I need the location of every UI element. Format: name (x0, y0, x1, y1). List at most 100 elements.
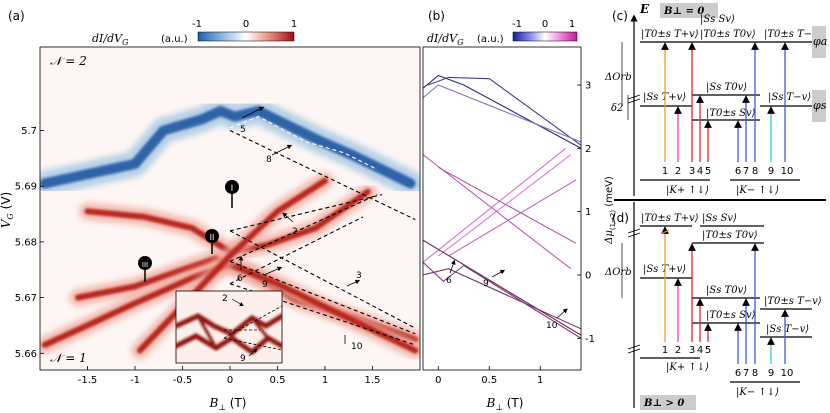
c-state-T0T0: |T0±s T0v⟩ (700, 29, 756, 40)
panel-a-annotations: 5 8 2 9 6 3 10 (237, 106, 363, 352)
annot-6: 6 (237, 274, 243, 284)
d-state-T0T+: |T0±s T+v⟩ (641, 213, 699, 224)
dashed-fit-1 (229, 130, 416, 221)
c-state-ST0: |Ss T0v⟩ (706, 82, 747, 93)
dashed-fit-0 (229, 115, 378, 170)
cb-b-tick-max: 1 (569, 19, 575, 30)
a-xtick-label-4: 0.5 (270, 375, 286, 386)
cb-b-bar (512, 31, 578, 42)
b-annot-6: 6 (446, 276, 452, 286)
c-tr-10: 10 (781, 166, 794, 177)
cb-b-tick-mid: 0 (542, 19, 548, 30)
c-tr-1: 1 (662, 166, 668, 177)
c-valley-right: |K− ↑↓⟩ (736, 185, 779, 196)
b-xtick-label-0: 0 (435, 375, 441, 386)
d-delta-orb: ΔOrb (604, 267, 632, 278)
d-tr-10: 10 (781, 368, 794, 379)
dashed-fit-4 (229, 216, 364, 285)
c-delta-orb: ΔOrb (604, 72, 632, 83)
panel-a-dashed-fits (229, 115, 416, 346)
a-ytick-label-3: 5.69 (15, 182, 37, 193)
a-xtick-label-6: 1.5 (365, 375, 381, 386)
c-tr-2: 2 (675, 166, 681, 177)
c-tr-3: 3 (689, 166, 695, 177)
panel-b-colorbar: dI/dVG (a.u.) -1 0 1 (427, 19, 578, 47)
d-state-ST-: |Ss T−v⟩ (766, 324, 809, 335)
marker-I: I (225, 180, 239, 208)
a-xtick-label-1: -1 (130, 375, 140, 386)
panel-b-frame (422, 46, 582, 371)
c-phi-a: φa (813, 35, 827, 48)
cb-b-units: (a.u.) (477, 34, 504, 45)
d-valley-right: |K− ↑↓⟩ (736, 387, 779, 398)
b-series-3 (437, 154, 572, 257)
a-xtick-label-3: 0 (227, 375, 233, 386)
b-xtick-label-1: 0.5 (481, 375, 497, 386)
b-annot-9: 9 (483, 279, 489, 289)
c-tr-7: 7 (743, 166, 749, 177)
b-series-5 (448, 179, 577, 257)
c-tr-4: 4 (697, 166, 703, 177)
d-valley-left: |K+ ↑↓⟩ (666, 362, 709, 373)
annot-2: 2 (292, 227, 298, 237)
cb-a-title: dI/dVG (92, 32, 129, 47)
panel-b-lines (423, 74, 581, 339)
b-ytick-label-0: -1 (585, 334, 595, 345)
c-state-T0T-: |T0±s T−v⟩ (764, 29, 822, 40)
cb-a-tick-min: -1 (192, 19, 202, 30)
a-xtick-label-5: 1 (322, 375, 328, 386)
d-state-T0T0: |T0±s T0v⟩ (702, 230, 758, 241)
cb-b-tick-min: -1 (512, 19, 522, 30)
b-series-10 (423, 239, 581, 336)
panel-c: (c) E B⊥ = 0 |T0±s T+v⟩ |Ss Sv⟩ |T0±s T0… (604, 2, 827, 196)
a-ytick-label-4: 5.7 (21, 126, 37, 137)
a-ytick-label-1: 5.67 (15, 293, 37, 304)
b-ytick-label-1: 0 (585, 271, 591, 282)
c-state-ST-: |Ss T−v⟩ (768, 92, 811, 103)
panel-b-xlabel: B⊥ (T) (486, 396, 524, 412)
b-series-1 (427, 76, 581, 146)
panel-a-axes: -1.5 -1 -0.5 0 0.5 1 1.5 5.66 5.67 5.68 5.69 5.7 (15, 126, 381, 386)
dashed-fit-2 (229, 194, 383, 232)
annot-9: 9 (262, 280, 268, 290)
d-state-T0T-: |T0±s T−v⟩ (764, 296, 822, 307)
d-tr-2: 2 (675, 345, 681, 356)
c-energy-axis: E (639, 2, 650, 16)
c-delta-2: δ2 (611, 103, 623, 114)
a-ytick-label-2: 5.68 (15, 237, 37, 248)
marker-II: II (205, 229, 219, 254)
b-ytick-label-4: 3 (585, 81, 591, 92)
cb-a-tick-mid: 0 (243, 19, 249, 30)
annot-5: 5 (240, 125, 246, 135)
d-state-SS: |Ss Sv⟩ (702, 213, 737, 224)
d-tr-8: 8 (752, 368, 758, 379)
panel-d: (d) |T0±s T+v⟩ |Ss Sv⟩ |T0±s T0v⟩ |Ss T+… (604, 202, 822, 410)
panel-b-label: (b) (428, 9, 445, 23)
heatmap-branch-4 (136, 177, 328, 354)
d-tr-6: 6 (735, 368, 741, 379)
c-tr-9: 9 (768, 166, 774, 177)
annot-10: 10 (351, 342, 363, 352)
a-xtick-label-2: -0.5 (173, 375, 193, 386)
panel-a-xlabel: B⊥ (T) (209, 396, 247, 412)
annot-3: 3 (356, 271, 362, 281)
inset-annot-9: 9 (240, 354, 246, 364)
inset: 2 9 (175, 290, 283, 364)
a-ytick-label-0: 5.66 (15, 349, 37, 360)
d-field-label: B⊥ > 0 (643, 398, 684, 409)
b-ytick-label-3: 2 (585, 144, 591, 155)
n-top-label: 𝒩 = 2 (50, 54, 87, 68)
b-series-2 (423, 84, 581, 143)
marker-III: III (138, 256, 152, 282)
c-tr-6: 6 (735, 166, 741, 177)
c-field-label: B⊥ = 0 (663, 6, 704, 17)
d-tr-1: 1 (662, 345, 668, 356)
panel-a-heatmap (40, 98, 420, 360)
panel-c-label: (c) (612, 9, 628, 23)
dashed-fit-6 (229, 283, 416, 346)
b-series-7 (438, 166, 577, 244)
n-bottom-label: 𝒩 = 1 (50, 351, 87, 365)
marker-I-label: I (231, 184, 234, 194)
cb-a-tick-max: 1 (291, 19, 297, 30)
